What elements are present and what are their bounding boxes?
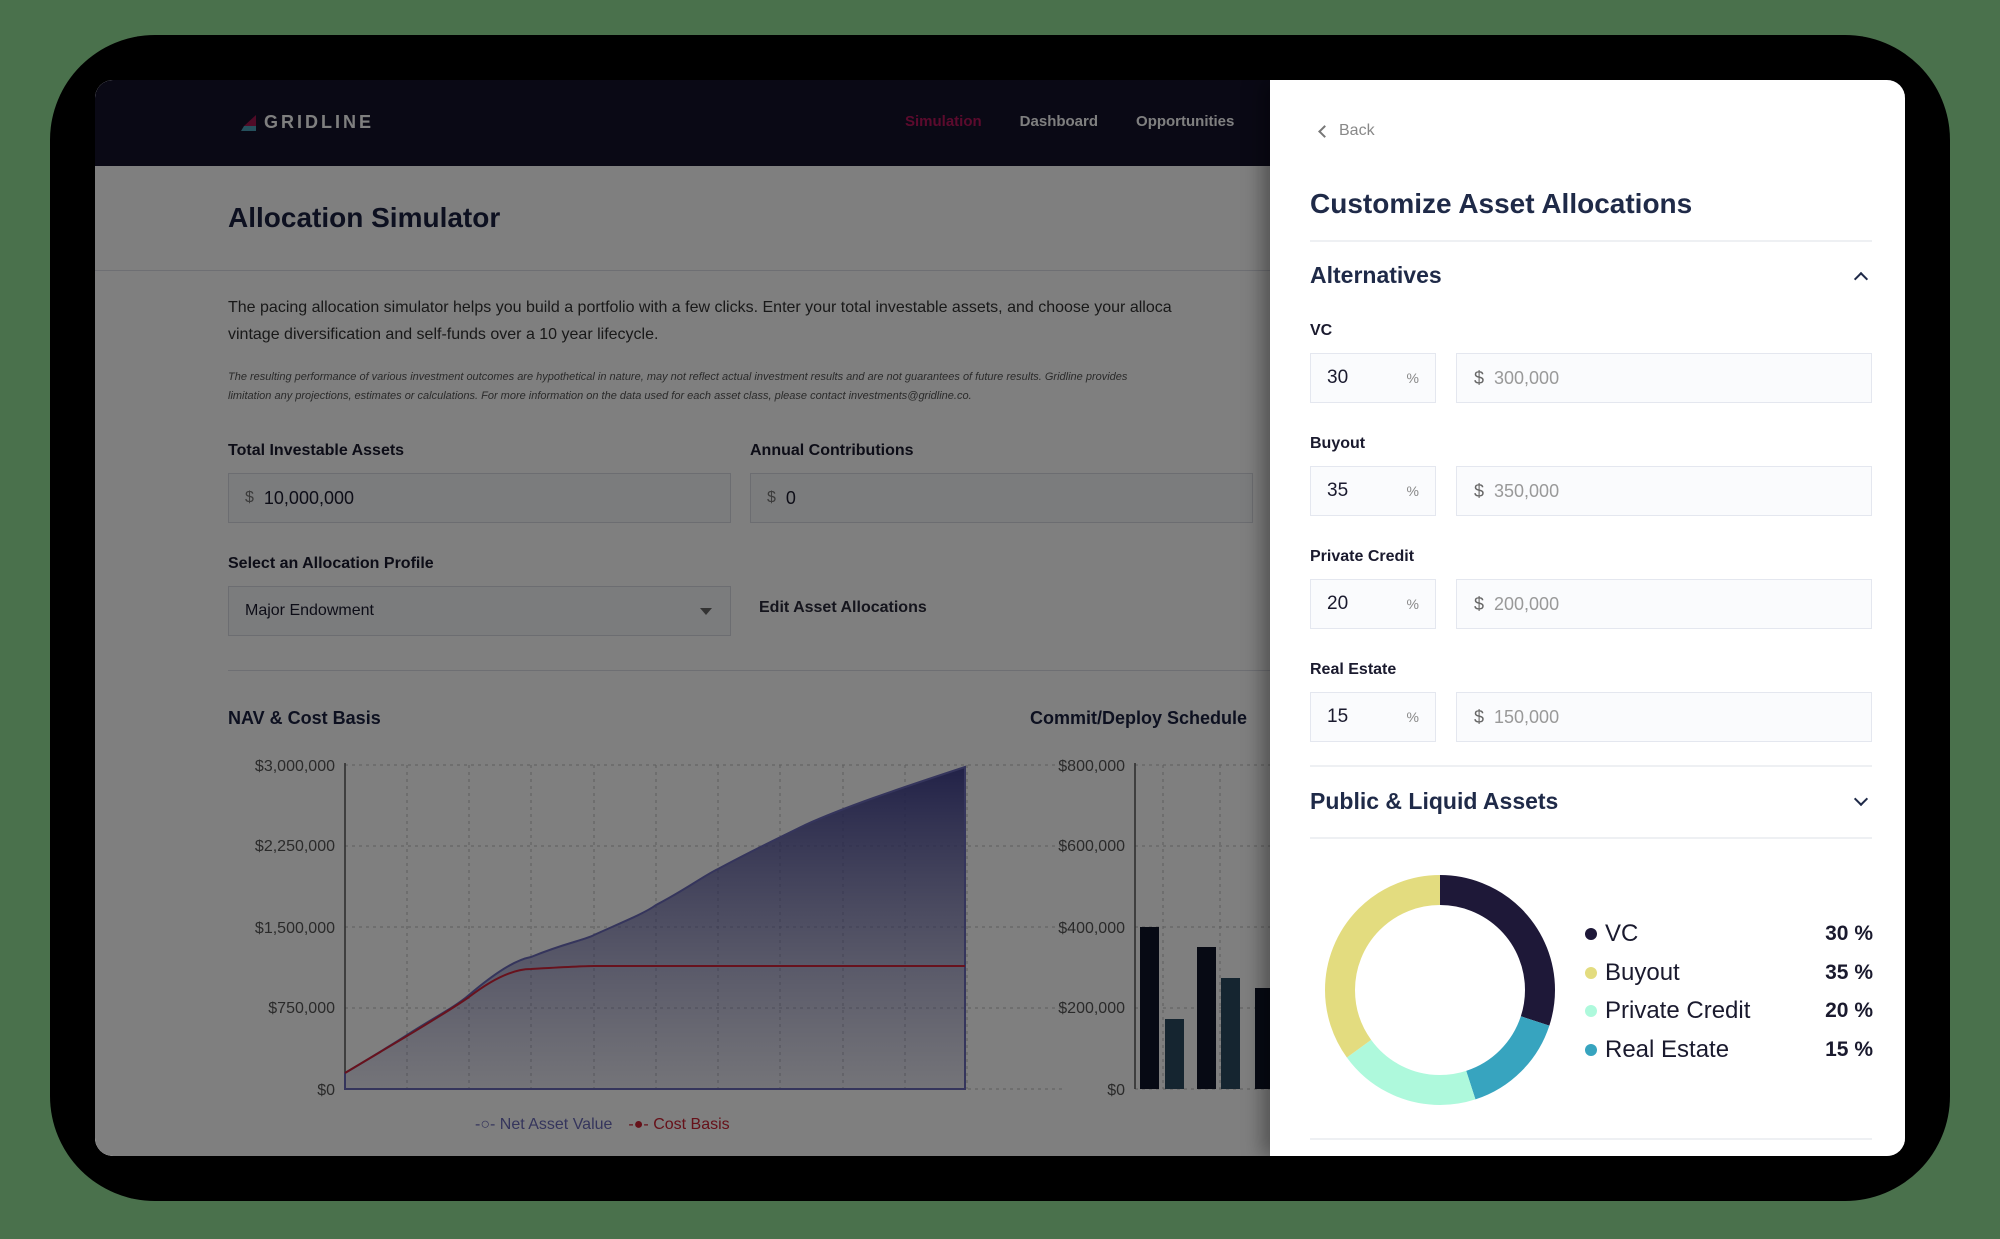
- divider: [1310, 837, 1872, 839]
- private-credit-label: Private Credit: [1310, 548, 1415, 565]
- buyout-percent-input[interactable]: 35 %: [1310, 466, 1436, 516]
- percent-symbol: %: [1406, 596, 1419, 612]
- legend-name: Private Credit: [1605, 997, 1751, 1025]
- legend-value: 35 %: [1825, 960, 1873, 984]
- real-estate-amount-value: 150,000: [1494, 706, 1560, 727]
- real-estate-amount-field[interactable]: $ 150,000: [1456, 692, 1872, 742]
- legend-value: 15 %: [1825, 1037, 1873, 1061]
- alternatives-section-toggle[interactable]: Alternatives: [1310, 262, 1872, 289]
- legend-item-private-credit: Private Credit 20 %: [1585, 992, 1873, 1031]
- divider: [1310, 240, 1872, 242]
- divider: [1310, 765, 1872, 767]
- real-estate-dot-icon: [1585, 1043, 1597, 1056]
- currency-symbol: $: [1474, 706, 1485, 727]
- percent-symbol: %: [1406, 709, 1419, 725]
- legend-value: 30 %: [1825, 922, 1873, 946]
- percent-symbol: %: [1406, 483, 1419, 499]
- allocation-legend: VC 30 % Buyout 35 % Private Credit 20 % …: [1585, 915, 1873, 1069]
- vc-label: VC: [1310, 322, 1333, 339]
- legend-value: 20 %: [1825, 999, 1873, 1023]
- vc-dot-icon: [1585, 928, 1597, 941]
- legend-name: VC: [1605, 920, 1639, 948]
- buyout-amount-field[interactable]: $ 350,000: [1456, 466, 1872, 516]
- app-window: GRIDLINE Simulation Dashboard Opportunit…: [95, 80, 1905, 1156]
- legend-item-vc: VC 30 %: [1585, 915, 1873, 954]
- back-label: Back: [1339, 122, 1375, 139]
- back-button[interactable]: Back: [1318, 122, 1375, 140]
- currency-symbol: $: [1474, 593, 1485, 614]
- chevron-left-icon: [1318, 124, 1331, 138]
- private-credit-percent-input[interactable]: 20 %: [1310, 579, 1436, 629]
- vc-amount-value: 300,000: [1494, 367, 1560, 388]
- panel-title: Customize Asset Allocations: [1310, 188, 1693, 219]
- private-credit-amount-value: 200,000: [1494, 593, 1560, 614]
- legend-name: Real Estate: [1605, 1035, 1730, 1063]
- buyout-label: Buyout: [1310, 435, 1366, 452]
- divider: [1310, 1138, 1872, 1140]
- public-liquid-section-toggle[interactable]: Public & Liquid Assets: [1310, 788, 1872, 815]
- vc-percent-input[interactable]: 30 %: [1310, 353, 1436, 403]
- buyout-dot-icon: [1585, 966, 1597, 979]
- vc-amount-field[interactable]: $ 300,000: [1456, 353, 1872, 403]
- customize-allocations-panel: Back Customize Asset Allocations Alterna…: [1270, 80, 1905, 1156]
- currency-symbol: $: [1474, 367, 1485, 388]
- legend-item-real-estate: Real Estate 15 %: [1585, 1031, 1873, 1070]
- legend-name: Buyout: [1605, 958, 1680, 986]
- real-estate-percent-input[interactable]: 15 %: [1310, 692, 1436, 742]
- buyout-percent-value: 35: [1327, 480, 1349, 501]
- public-liquid-title: Public & Liquid Assets: [1310, 788, 1559, 814]
- chevron-up-icon: [1853, 271, 1869, 286]
- private-credit-percent-value: 20: [1327, 593, 1349, 614]
- allocation-donut-chart: [1325, 875, 1555, 1105]
- percent-symbol: %: [1406, 370, 1419, 386]
- legend-item-buyout: Buyout 35 %: [1585, 954, 1873, 993]
- private-credit-dot-icon: [1585, 1005, 1597, 1018]
- alternatives-title: Alternatives: [1310, 262, 1442, 288]
- vc-percent-value: 30: [1327, 367, 1349, 388]
- currency-symbol: $: [1474, 480, 1485, 501]
- real-estate-percent-value: 15: [1327, 706, 1349, 727]
- buyout-amount-value: 350,000: [1494, 480, 1560, 501]
- real-estate-label: Real Estate: [1310, 661, 1397, 678]
- chevron-down-icon: [1853, 791, 1869, 806]
- private-credit-amount-field[interactable]: $ 200,000: [1456, 579, 1872, 629]
